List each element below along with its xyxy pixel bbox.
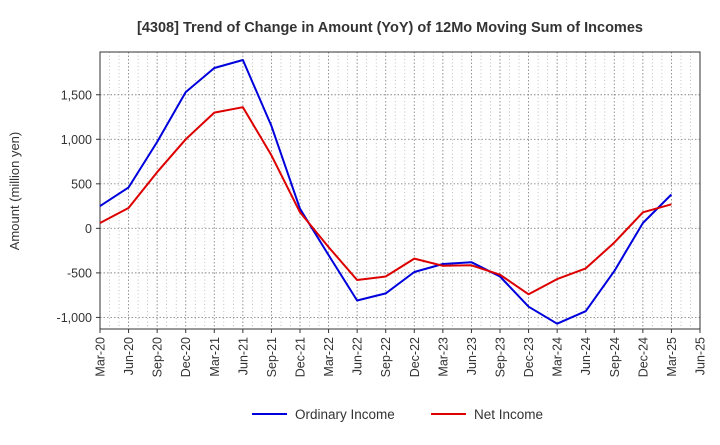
- y-tick-label: -1,000: [57, 311, 92, 325]
- grid: [100, 52, 700, 329]
- x-tick-label: Jun-22: [351, 337, 365, 375]
- x-tick-label: Mar-23: [436, 337, 450, 377]
- x-tick-label: Jun-20: [122, 337, 136, 375]
- plot-area: [99, 51, 701, 330]
- x-tick-label: Mar-24: [551, 337, 565, 377]
- series-line-ordinary-income: [99, 59, 673, 325]
- x-tick-label: Mar-21: [208, 337, 222, 377]
- x-tick-label: Sep-20: [151, 337, 165, 377]
- x-tick-label: Dec-24: [636, 337, 650, 377]
- y-axis-label: Amount (million yen): [7, 132, 22, 251]
- legend-label: Net Income: [474, 407, 543, 422]
- x-tick-label: Jun-21: [236, 337, 250, 375]
- x-tick-label: Sep-21: [265, 337, 279, 377]
- series-line-net-income: [99, 106, 672, 296]
- legend-label: Ordinary Income: [295, 407, 395, 422]
- x-tick-label: Jun-23: [465, 337, 479, 375]
- legend: Ordinary Income Net Income: [252, 407, 543, 422]
- x-tick-label: Jun-25: [694, 337, 708, 375]
- y-tick-label: 0: [85, 222, 92, 236]
- series-group: [99, 59, 673, 325]
- x-tick-label: Dec-20: [179, 337, 193, 377]
- x-tick-label: Dec-23: [522, 337, 536, 377]
- chart-title: [4308] Trend of Change in Amount (YoY) o…: [137, 20, 643, 36]
- x-tick-label: Dec-22: [408, 337, 422, 377]
- x-tick-label: Mar-22: [322, 337, 336, 377]
- x-tick-label: Mar-25: [665, 337, 679, 377]
- y-tick-label: -500: [67, 266, 92, 280]
- y-tick-label: 1,500: [61, 88, 92, 102]
- y-tick-label: 1,000: [61, 133, 92, 147]
- y-axis: -1,000 -500 0 500 1,000 1,500: [57, 88, 100, 325]
- x-tick-label: Sep-24: [608, 337, 622, 377]
- x-tick-label: Dec-21: [294, 337, 308, 377]
- x-tick-label: Mar-20: [94, 337, 108, 377]
- x-tick-label: Sep-23: [494, 337, 508, 377]
- x-axis: Mar-20 Jun-20 Sep-20 Dec-20 Mar-21 Jun-21 Sep-…: [94, 329, 708, 377]
- x-tick-label: Jun-24: [579, 337, 593, 375]
- x-tick-label: Sep-22: [379, 337, 393, 377]
- y-tick-label: 500: [71, 177, 92, 191]
